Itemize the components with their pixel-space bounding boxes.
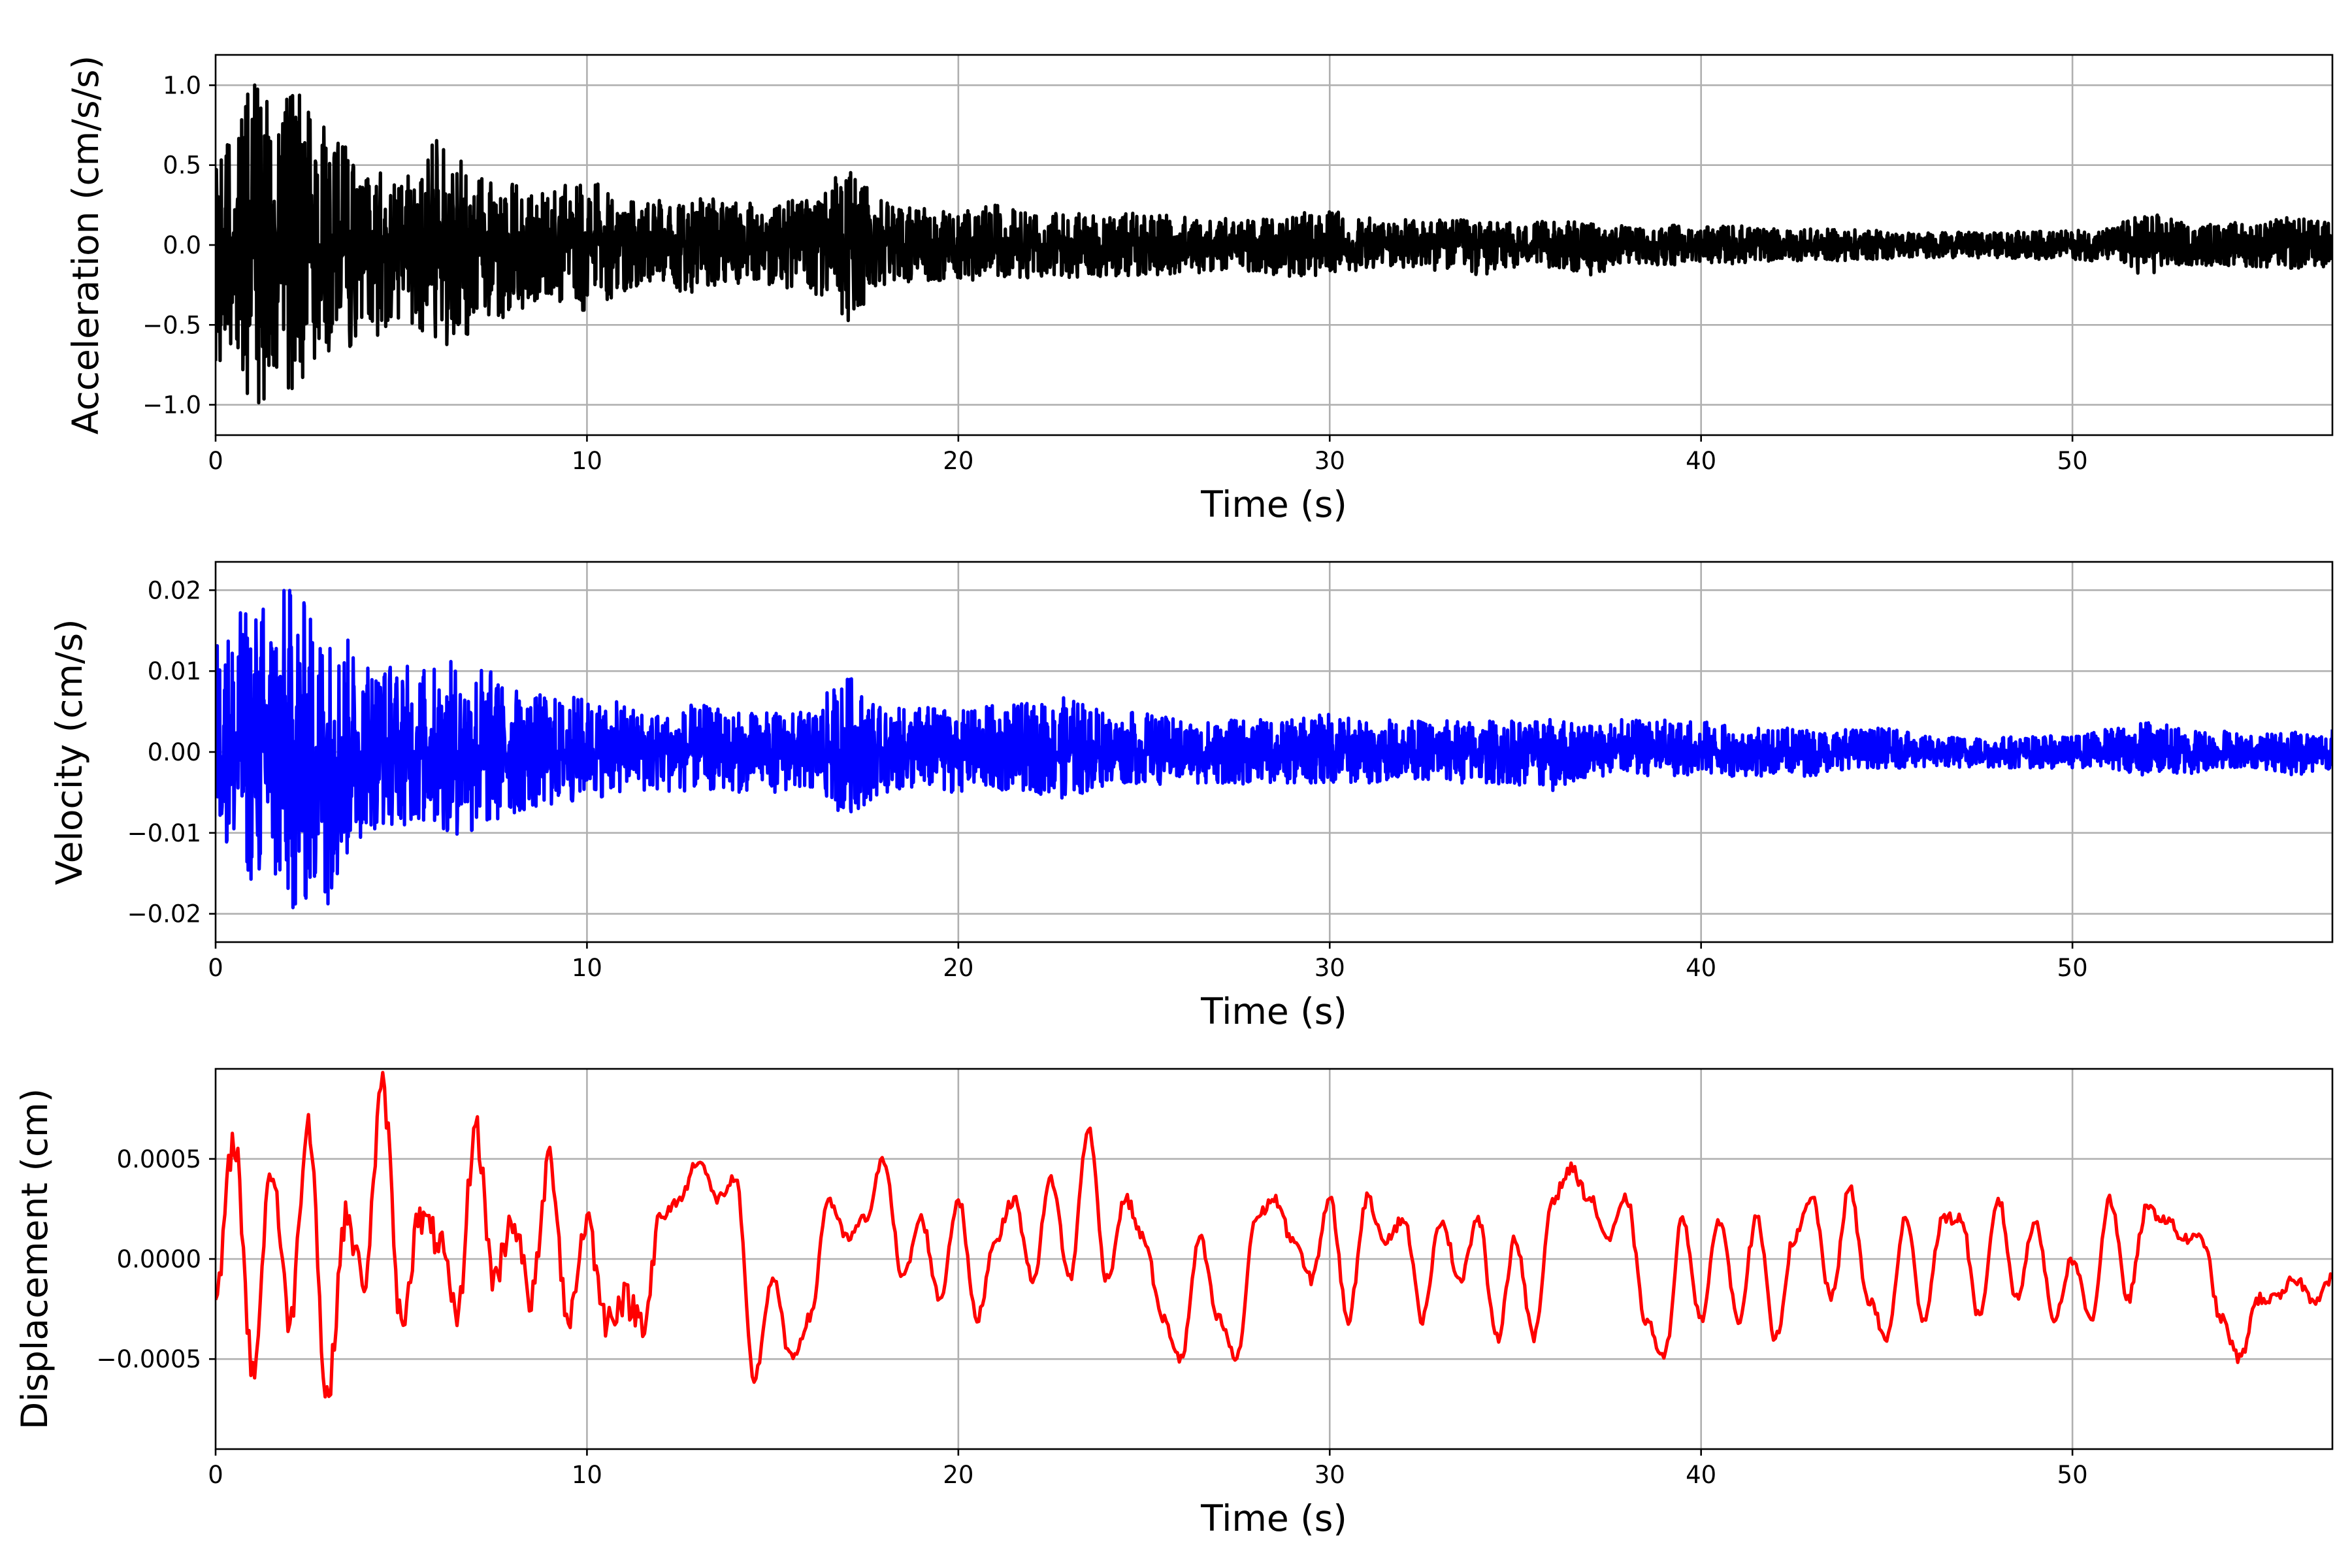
x-tick-label: 30 <box>1315 447 1345 475</box>
y-axis-label: Displacement (cm) <box>14 1088 56 1429</box>
x-tick-label: 30 <box>1315 1461 1345 1489</box>
x-tick-label: 50 <box>2057 1461 2088 1489</box>
x-tick-label: 10 <box>572 447 602 475</box>
right-margin-mask <box>2332 1030 2352 1488</box>
x-axis-label: Time (s) <box>1200 1497 1347 1539</box>
y-tick-label: 0.0000 <box>117 1245 201 1273</box>
x-tick-label: 20 <box>943 447 973 475</box>
x-tick-label: 0 <box>208 447 223 475</box>
series-line-1 <box>214 1071 2334 1399</box>
y-tick-label: 0.0 <box>163 231 201 259</box>
y-tick-label: −0.01 <box>127 819 201 847</box>
y-tick-label: 0.01 <box>148 657 201 685</box>
x-tick-label: 20 <box>943 1461 973 1489</box>
x-tick-label: 50 <box>2057 447 2088 475</box>
subplot-1: 0 10 20 30 40 50 −1.0 −0.5 0.0 0.5 1.0 Time (s) Acce… <box>0 16 2352 525</box>
y-tick-label: −1.0 <box>142 391 201 419</box>
x-tick-label: 10 <box>572 1461 602 1489</box>
x-tick-label: 40 <box>1686 447 1716 475</box>
series-line-1 <box>214 83 2334 405</box>
x-axis-label: Time (s) <box>1200 483 1347 525</box>
subplot-3: 0 10 20 30 40 50 −0.0005 0.0000 0.0005 Time (s) Di… <box>0 1030 2352 1539</box>
left-margin-mask <box>0 1030 216 1488</box>
y-tick-label: 0.5 <box>163 152 201 180</box>
subplot-2: 0 10 20 30 40 50 −0.02 −0.01 0.00 0.01 0.02 Time (s… <box>0 523 2352 1032</box>
x-tick-label: 20 <box>943 954 973 982</box>
x-tick-label: 40 <box>1686 1461 1716 1489</box>
x-tick-label: 30 <box>1315 954 1345 982</box>
y-tick-label: −0.5 <box>142 311 201 339</box>
x-tick-label: 10 <box>572 954 602 982</box>
y-tick-label: −0.0005 <box>97 1345 201 1373</box>
x-tick-label: 40 <box>1686 954 1716 982</box>
x-tick-label: 50 <box>2057 954 2088 982</box>
y-tick-label: 1.0 <box>163 71 201 99</box>
y-axis-label: Velocity (cm/s) <box>48 619 90 885</box>
series-line-1 <box>214 589 2334 909</box>
x-tick-label: 0 <box>208 954 223 982</box>
right-margin-mask <box>2332 523 2352 981</box>
x-axis-label: Time (s) <box>1200 990 1347 1032</box>
right-margin-mask <box>2332 16 2352 474</box>
y-tick-label: 0.00 <box>148 738 201 766</box>
y-tick-label: 0.0005 <box>117 1145 201 1173</box>
left-margin-mask <box>0 523 216 981</box>
y-tick-label: 0.02 <box>148 576 201 604</box>
y-axis-label: Acceleration (cm/s/s) <box>65 56 106 434</box>
x-tick-label: 0 <box>208 1461 223 1489</box>
left-margin-mask <box>0 16 216 474</box>
y-tick-label: −0.02 <box>127 900 201 928</box>
